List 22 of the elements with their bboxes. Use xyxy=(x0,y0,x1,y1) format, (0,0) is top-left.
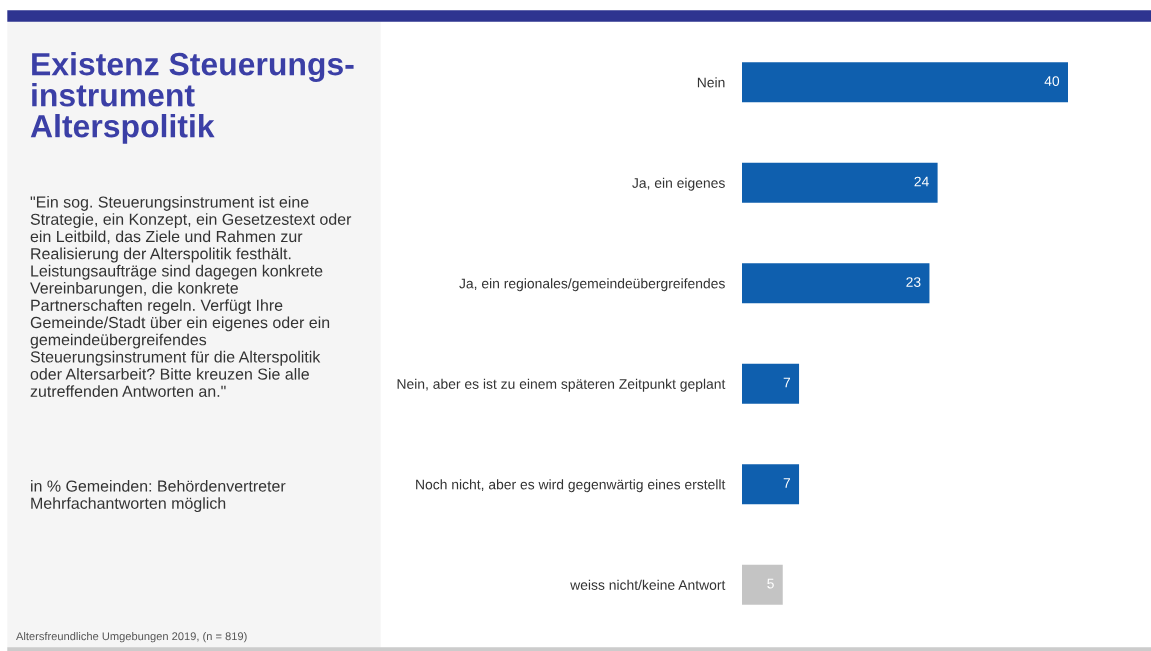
data-label: 23 xyxy=(906,277,921,287)
data-label: 5 xyxy=(767,578,774,589)
y-tick-label: Ja, ein eigenes xyxy=(632,177,725,191)
y-tick-label: weiss nicht/keine Antwort xyxy=(570,579,726,590)
bar xyxy=(742,564,783,605)
data-label: 7 xyxy=(783,377,791,388)
bar xyxy=(742,62,1068,103)
text: "Ein sog. Steuerungsinstrument ist eine Strategie, ein Konzept, ein Gesetzestext oder ein Leitbild, das Ziele und Rahmen zur Realisierung der Alterspolitik festhält. Leistungsaufträge sind dagegen konkrete Vereinbarungen, die konkrete Partnerschaften regeln. Verfügt Ihre Gemeinde/Stadt über ein eigenes oder ein gemeindeübergreifendes Steuerungsinstrument für die Alterspolitik oder Altersarbeit? Bitte kreuzen Sie alle zutreffenden Antworten an." xyxy=(30,196,352,397)
text: Existenz Steuerungs- instrument Alterspolitik xyxy=(30,52,354,144)
text: Altersfreundliche Umgebungen 2019, (n = 819) xyxy=(16,632,247,643)
data-label: 24 xyxy=(914,176,929,187)
bar xyxy=(742,263,930,304)
y-tick-label: Nein, aber es ist zu einem späteren Zeitpunkt geplant xyxy=(397,378,726,392)
y-tick-label: Ja, ein regionales/gemeindeübergreifendes xyxy=(459,278,725,292)
data-label: 7 xyxy=(783,478,791,488)
y-tick-label: Noch nicht, aber es wird gegenwärtig eines erstellt xyxy=(416,479,726,493)
bar xyxy=(742,464,800,505)
data-label: 40 xyxy=(1044,76,1060,86)
bar xyxy=(742,162,938,203)
text: in % Gemeinden: Behördenvertreter Mehrfachantworten möglich xyxy=(31,480,286,513)
y-tick-label: Nein xyxy=(697,77,725,88)
bar xyxy=(742,363,800,404)
